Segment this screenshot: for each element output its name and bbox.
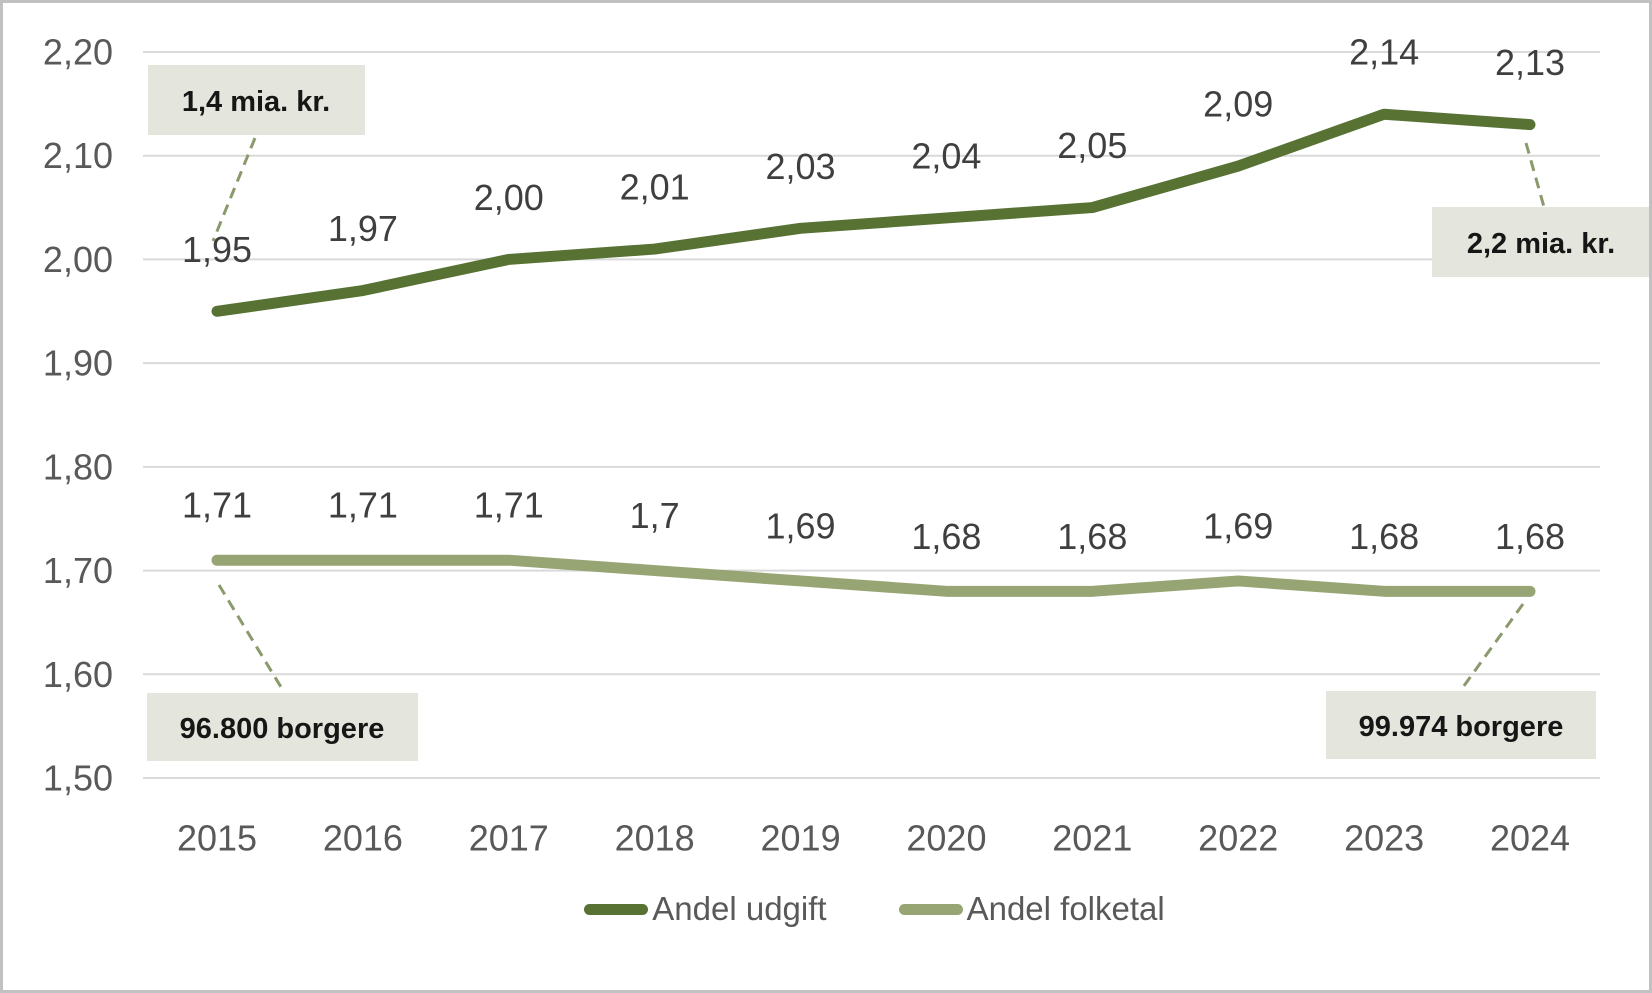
legend-marker-andel-folketal [898, 903, 963, 915]
y-tick-label: 1,80 [43, 446, 113, 487]
data-label-andel-udgift: 2,05 [1057, 125, 1127, 166]
data-label-andel-folketal: 1,68 [1057, 516, 1127, 557]
x-tick-label: 2015 [177, 818, 257, 859]
data-label-andel-udgift: 2,00 [474, 177, 544, 218]
data-label-andel-folketal: 1,71 [182, 485, 252, 526]
data-label-andel-folketal: 1,7 [630, 495, 680, 536]
legend: Andel udgift Andel folketal [146, 887, 1603, 931]
callout-box [148, 65, 365, 135]
x-tick-label: 2024 [1490, 818, 1570, 859]
callout-box [147, 693, 418, 761]
y-tick-label: 2,20 [43, 32, 113, 73]
callout-box [1432, 207, 1649, 277]
data-label-andel-udgift: 2,04 [911, 135, 981, 176]
y-tick-label: 1,50 [43, 758, 113, 799]
callout-connector [1524, 142, 1546, 208]
data-label-andel-udgift: 2,01 [620, 167, 690, 208]
data-label-andel-udgift: 1,95 [182, 229, 252, 270]
series-line-andel-folketal [211, 554, 1536, 597]
data-label-andel-udgift: 2,13 [1495, 42, 1565, 83]
legend-label-andel-udgift: Andel udgift [652, 890, 827, 927]
x-tick-label: 2019 [761, 818, 841, 859]
data-label-andel-udgift: 2,09 [1203, 84, 1273, 125]
callout-label: 99.974 borgere [1359, 711, 1564, 743]
data-label-andel-udgift: 2,14 [1349, 32, 1419, 73]
callout-label: 1,4 mia. kr. [182, 86, 330, 118]
legend-item-andel-udgift: Andel udgift [584, 890, 827, 928]
data-label-andel-folketal: 1,68 [1349, 516, 1419, 557]
data-label-andel-folketal: 1,69 [1203, 505, 1273, 546]
y-tick-label: 1,90 [43, 343, 113, 384]
chart-canvas: 1,50 1,60 1,70 1,80 1,90 2,00 2,10 2,20 2015 2016… [43, 32, 1649, 859]
data-label-andel-udgift: 2,03 [766, 146, 836, 187]
callout-end-population: 99.974 borgere [1326, 603, 1596, 759]
callout-connector [217, 584, 286, 693]
data-label-andel-folketal: 1,71 [474, 485, 544, 526]
x-tick-label: 2021 [1052, 818, 1132, 859]
x-tick-label: 2018 [615, 818, 695, 859]
x-tick-label: 2017 [469, 818, 549, 859]
y-tick-label: 1,70 [43, 550, 113, 591]
legend-item-andel-folketal: Andel folketal [898, 890, 1165, 928]
x-tick-label: 2022 [1198, 818, 1278, 859]
callout-start-expense: 1,4 mia. kr. [148, 65, 365, 242]
y-tick-label: 2,10 [43, 135, 113, 176]
callout-label: 2,2 mia. kr. [1467, 228, 1615, 260]
x-tick-label: 2016 [323, 818, 403, 859]
x-tick-label: 2023 [1344, 818, 1424, 859]
legend-label-andel-folketal: Andel folketal [966, 890, 1165, 927]
x-tick-label: 2020 [906, 818, 986, 859]
legend-marker-andel-udgift [584, 903, 649, 915]
callout-box [1326, 691, 1596, 759]
y-tick-label: 2,00 [43, 239, 113, 280]
y-tick-label: 1,60 [43, 654, 113, 695]
callout-start-population: 96.800 borgere [147, 584, 418, 761]
callout-connector [211, 137, 257, 242]
series-line-andel-udgift [211, 108, 1536, 317]
data-label-andel-folketal: 1,71 [328, 485, 398, 526]
callout-end-expense: 2,2 mia. kr. [1432, 142, 1649, 277]
data-label-andel-folketal: 1,68 [911, 516, 981, 557]
chart-plot-area: 1,50 1,60 1,70 1,80 1,90 2,00 2,10 2,20 2015 2016… [43, 32, 1600, 859]
callout-label: 96.800 borgere [180, 713, 385, 745]
data-label-andel-folketal: 1,69 [766, 505, 836, 546]
callout-connector [1459, 603, 1525, 691]
data-label-andel-folketal: 1,68 [1495, 516, 1565, 557]
data-label-andel-udgift: 1,97 [328, 208, 398, 249]
